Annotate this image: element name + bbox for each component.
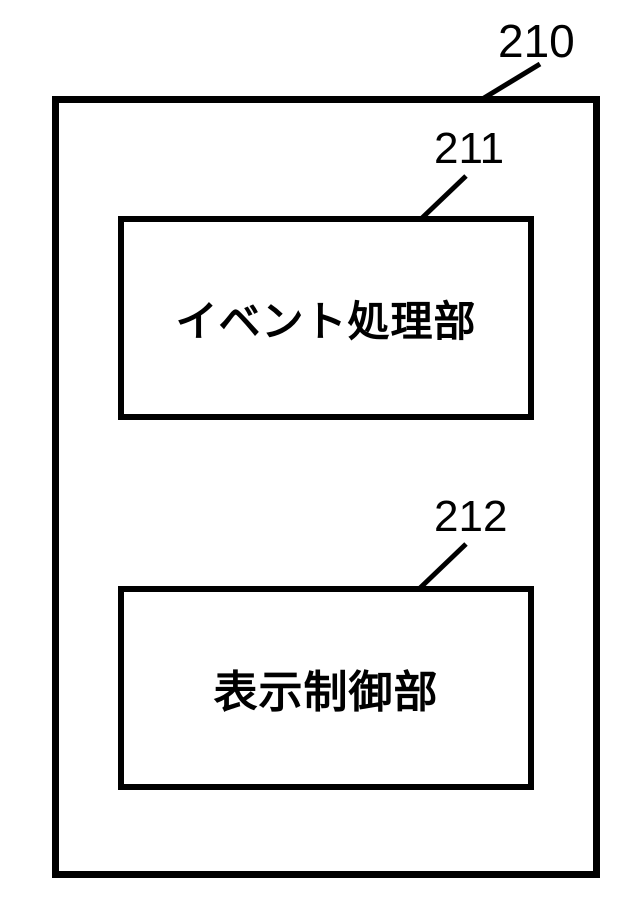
- outer-ref-label: 210: [498, 14, 575, 68]
- display-controller-ref-label: 212: [434, 492, 507, 542]
- event-processor-ref-label: 211: [434, 124, 504, 174]
- event-processor-label: イベント処理部: [175, 288, 476, 349]
- display-controller-box: 表示制御部: [118, 586, 534, 790]
- event-processor-box: イベント処理部: [118, 216, 534, 420]
- outer-leader-line: [484, 64, 540, 98]
- display-controller-label: 表示制御部: [214, 656, 439, 720]
